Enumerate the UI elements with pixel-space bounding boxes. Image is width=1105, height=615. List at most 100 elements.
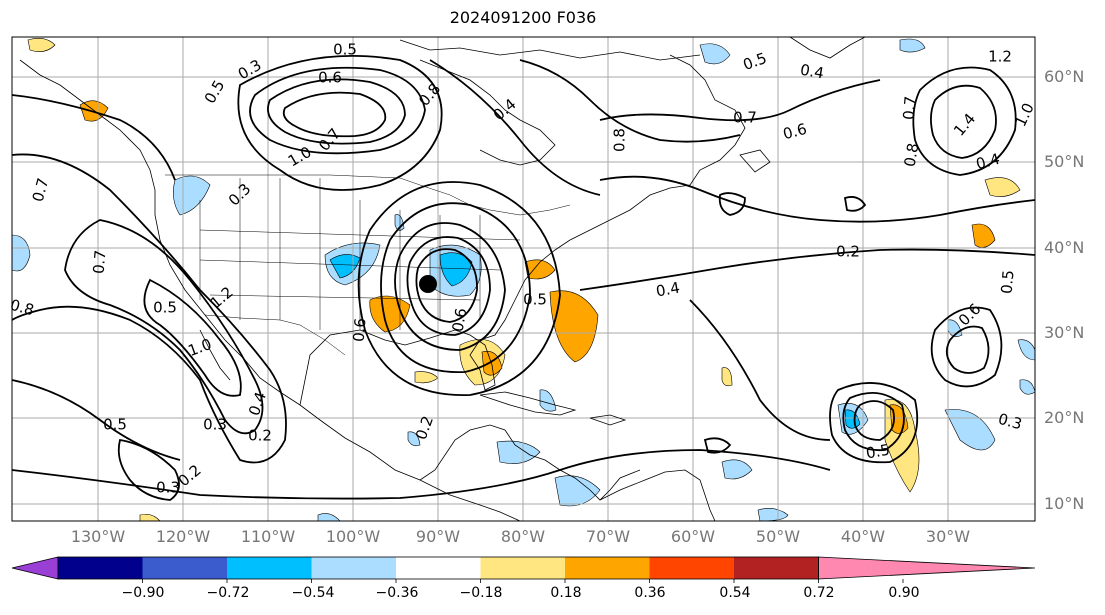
contour-label: 0.4: [655, 279, 682, 301]
coastline-greenland: [789, 36, 866, 59]
colorbar-frame: [57, 556, 819, 580]
coastline-north-america-west: [19, 59, 521, 522]
contour-label: 0.5: [103, 416, 127, 434]
colorbar-tick-label: −0.54: [291, 585, 335, 601]
contour-label: 0.5: [997, 269, 1017, 294]
coastline-newfoundland: [739, 149, 771, 173]
lon-label: 100°W: [325, 527, 381, 546]
coastline-south-america: [599, 469, 716, 522]
shade-patch: [944, 409, 996, 451]
contour-line: [380, 202, 531, 373]
coastline-gulf-atlantic: [299, 54, 746, 406]
contour-line: [703, 437, 732, 454]
contour-line: [11, 379, 181, 461]
contour-line: [912, 66, 1017, 176]
lon-label: 60°W: [670, 527, 716, 546]
colorbar-tick-label: −0.90: [121, 585, 165, 601]
coastline-central-america: [419, 424, 641, 501]
lon-label: 120°W: [155, 527, 211, 546]
lon-label: 110°W: [240, 527, 296, 546]
shade-patch: [844, 409, 861, 429]
contour-line: [394, 222, 506, 351]
lon-label: 130°W: [70, 527, 126, 546]
political-borders: [165, 174, 571, 356]
contour-line: [519, 59, 741, 143]
map-title: 2024091200 F036: [449, 8, 597, 27]
shade-patch: [971, 223, 996, 248]
contour-label: 0.8: [611, 128, 629, 152]
contour-line: [579, 248, 1036, 291]
contour-line: [11, 449, 831, 500]
contour-label: 0.6: [449, 307, 471, 334]
contour-line: [718, 192, 746, 216]
colorbar-tick-label: 0.54: [719, 585, 751, 601]
contour-label: 1.2: [988, 48, 1012, 66]
colorbar-tick-label: −0.72: [206, 585, 250, 601]
shade-patch: [407, 431, 421, 447]
colorbar-segment: [396, 557, 481, 579]
shade-patch: [11, 234, 31, 272]
storm-center-marker: [419, 275, 437, 293]
map-frame: [11, 36, 1036, 522]
contour-line: [429, 59, 601, 196]
colorbar-segment: [58, 557, 143, 579]
contour-line: [249, 66, 426, 155]
colorbar-tick-label: −0.36: [375, 585, 419, 601]
contour-line: [930, 306, 1003, 388]
border-us-mexico: [204, 314, 346, 356]
border-us-canada: [165, 174, 571, 216]
contour-label: 0.7: [89, 249, 109, 274]
shade-patch: [899, 38, 926, 53]
colorbar-tick-label: 0.72: [803, 585, 835, 601]
contour-line: [599, 175, 1036, 223]
colorbar-tick-label: 0.18: [550, 585, 582, 601]
lon-label: 80°W: [500, 527, 546, 546]
contour-label: 0.6: [349, 317, 369, 342]
colorbar-tick-label: −0.18: [459, 585, 503, 601]
shade-patch: [524, 259, 556, 280]
colorbar: [11, 556, 1036, 583]
contour-label: 0.5: [153, 299, 177, 317]
shade-patch: [439, 252, 473, 287]
contour-label: 0.4: [799, 61, 826, 83]
contour-label: 0.3: [996, 410, 1024, 434]
contour-label: 0.8: [901, 142, 923, 169]
graticule: [12, 37, 1035, 521]
coastline-hispaniola: [589, 414, 627, 426]
coastline-cuba: [479, 391, 577, 416]
lon-label: 30°W: [925, 527, 971, 546]
contour-label: 0.5: [333, 41, 357, 59]
lat-label: 40°N: [1044, 238, 1085, 257]
contour-line: [415, 248, 478, 323]
shade-patch: [699, 43, 731, 65]
shade-patch: [721, 459, 753, 480]
shade-patch: [27, 38, 56, 52]
contour-line: [689, 299, 831, 441]
contour-line: [930, 84, 997, 159]
contour-label: 0.6: [781, 120, 809, 144]
contour-label: 0.3: [203, 416, 227, 434]
colorbar-extend-min: [11, 556, 59, 580]
shade-patch: [721, 367, 733, 387]
colorbar-tick-label: 0.90: [888, 585, 920, 601]
coastline-baja: [199, 329, 231, 381]
contour-line: [143, 278, 242, 397]
contour-line: [599, 79, 881, 122]
lat-label: 60°N: [1044, 67, 1085, 86]
contour-line: [829, 382, 919, 464]
lon-label: 90°W: [415, 527, 461, 546]
contour-label: 0.3: [156, 479, 180, 497]
coastline-arctic: [399, 39, 701, 61]
contour-label: 0.5: [865, 441, 892, 463]
contour-line: [282, 91, 387, 138]
colorbar-segment: [480, 557, 565, 579]
colorbar-segment: [311, 557, 396, 579]
colorbar-segment: [565, 557, 650, 579]
lat-label: 50°N: [1044, 152, 1085, 171]
contour-line: [237, 55, 443, 191]
colorbar-segment: [649, 557, 734, 579]
contour-label: 0.2: [248, 427, 272, 445]
contour-line: [945, 325, 990, 374]
colorbar-segment: [734, 557, 819, 579]
